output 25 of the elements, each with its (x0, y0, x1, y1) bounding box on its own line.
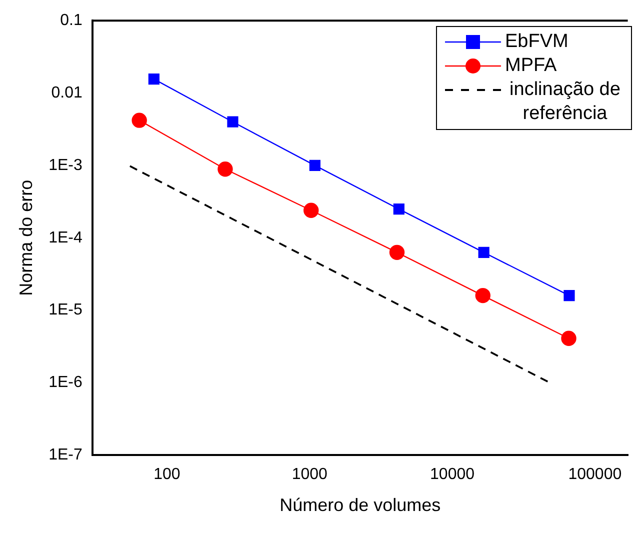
x-tick-label: 1000 (292, 466, 328, 484)
point (132, 112, 147, 128)
point (561, 330, 576, 346)
point (564, 290, 575, 302)
point (393, 204, 404, 215)
y-tick-label: 1E-7 (48, 446, 82, 464)
point (218, 162, 233, 177)
y-tick-label: 1E-4 (48, 229, 82, 246)
x-tick-label: 100 (154, 466, 180, 484)
y-tick-label: 0.01 (51, 84, 82, 102)
x-tick-label: 10000 (430, 466, 475, 484)
legend-label: inclinação de referência (508, 78, 622, 126)
point (478, 246, 490, 258)
x-axis-title: Número de volumes (280, 495, 441, 516)
y-tick-label: 1E-6 (48, 374, 82, 392)
y-tick-label: 0.1 (60, 12, 82, 30)
x-tick-label: 100000 (568, 466, 622, 484)
legend-label: EbFVM (505, 30, 568, 54)
legend-label: MPFA (505, 54, 557, 78)
point (475, 288, 490, 304)
point (389, 244, 405, 260)
y-tick-label: 1E-5 (48, 302, 82, 319)
y-tick-label: 1E-3 (48, 156, 82, 174)
point (304, 202, 319, 218)
y-axis-title: Norma do erro (16, 180, 36, 296)
